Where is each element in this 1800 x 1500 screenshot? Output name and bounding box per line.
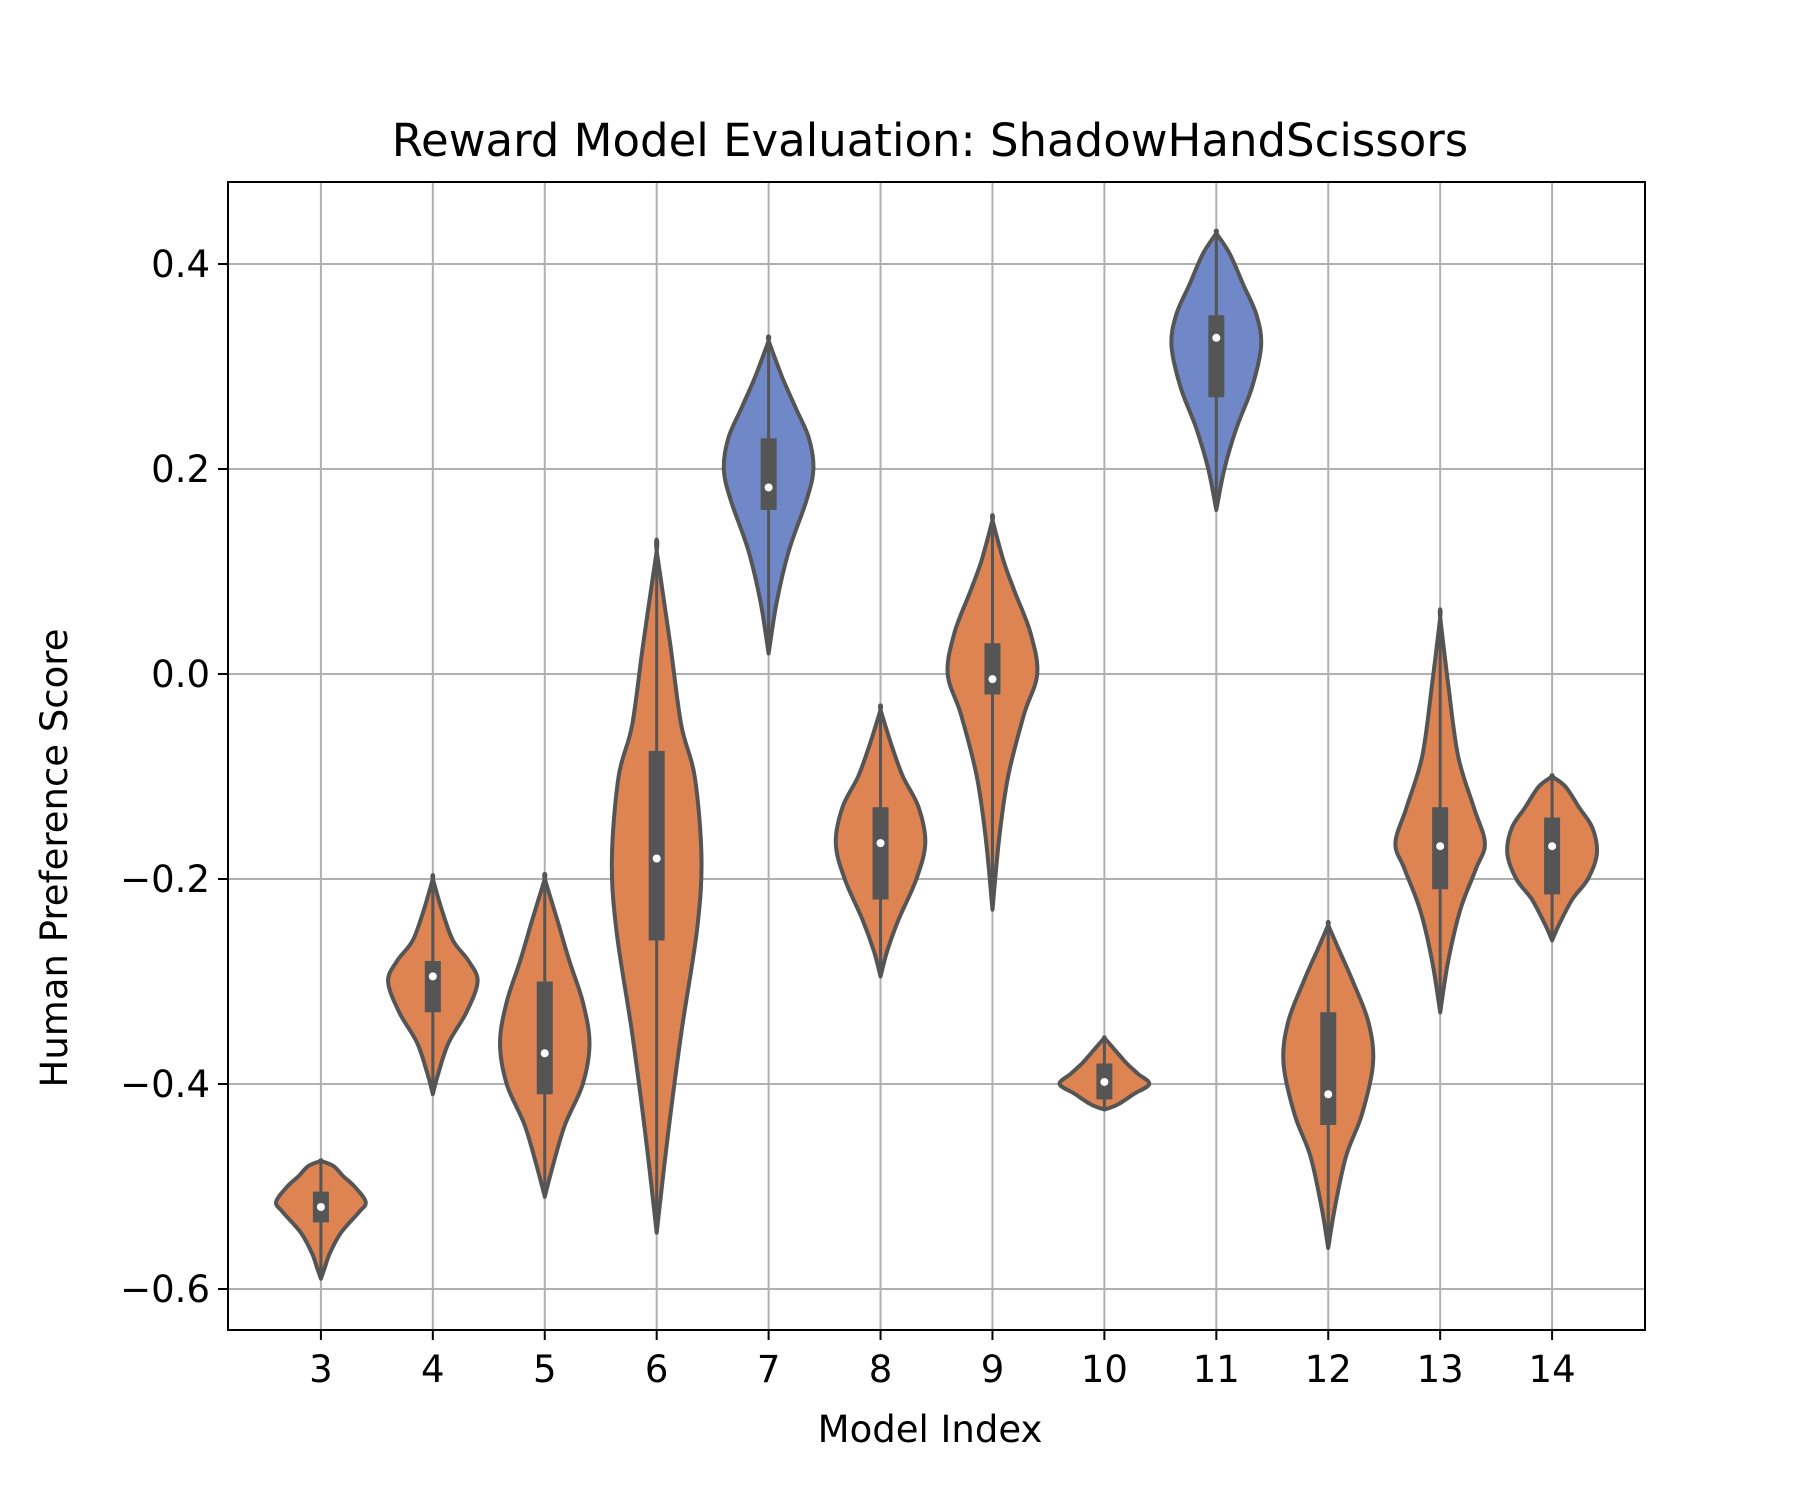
violin-median-7 — [764, 483, 773, 492]
violin-iqr-6 — [648, 750, 665, 941]
violin-7 — [721, 334, 816, 656]
violin-iqr-12 — [1320, 1012, 1337, 1125]
violin-iqr-5 — [536, 981, 553, 1095]
violin-median-5 — [540, 1049, 549, 1058]
x-tick-label: 9 — [981, 1348, 1005, 1391]
plot-frame — [227, 181, 1646, 1331]
x-tick-label: 12 — [1305, 1348, 1352, 1391]
y-tick-label: 0.0 — [151, 653, 210, 696]
violin-iqr-8 — [872, 807, 889, 900]
y-axis-title: Human Preference Score — [33, 629, 76, 1088]
violin-iqr-4 — [424, 961, 441, 1013]
violin-10 — [1057, 1035, 1152, 1112]
violin-6 — [609, 537, 704, 1235]
violin-iqr-14 — [1544, 817, 1561, 895]
x-tick-label: 14 — [1529, 1348, 1576, 1391]
violin-3 — [274, 1158, 368, 1281]
chart-title: Reward Model Evaluation: ShadowHandSciss… — [392, 114, 1468, 167]
x-axis-title: Model Index — [818, 1408, 1043, 1451]
x-tick-label: 3 — [309, 1348, 333, 1391]
violin-11 — [1169, 228, 1264, 512]
axis-ticks: −0.6 −0.4 −0.2 0.0 0.2 0.4 3 4 5 6 7 8 9 10 11 12 13 14 — [120, 243, 1576, 1391]
x-tick-label: 4 — [421, 1348, 445, 1391]
violin-median-3 — [316, 1203, 325, 1211]
y-tick-label: 0.2 — [151, 448, 210, 491]
violin-iqr-11 — [1208, 315, 1225, 398]
violin-9 — [945, 513, 1040, 912]
violin-5 — [498, 871, 592, 1199]
x-tick-label: 11 — [1193, 1348, 1240, 1391]
violin-median-12 — [1324, 1090, 1333, 1099]
x-tick-label: 10 — [1081, 1348, 1128, 1391]
violin-median-9 — [988, 675, 997, 684]
violin-median-4 — [428, 972, 437, 981]
x-tick-label: 13 — [1417, 1348, 1464, 1391]
y-tick-label: −0.6 — [120, 1268, 210, 1311]
violin-8 — [833, 703, 928, 979]
violin-14 — [1505, 773, 1600, 943]
violin-4 — [386, 873, 480, 1097]
violin-iqr-9 — [984, 643, 1001, 695]
violin-median-13 — [1436, 842, 1445, 851]
x-tick-label: 6 — [645, 1348, 669, 1391]
y-tick-label: 0.4 — [151, 243, 210, 286]
x-tick-label: 7 — [757, 1348, 781, 1391]
violin-median-8 — [876, 839, 885, 848]
violin-median-6 — [652, 854, 661, 863]
violin-iqr-7 — [760, 438, 777, 510]
x-tick-label: 8 — [869, 1348, 893, 1391]
violin-series — [274, 228, 1600, 1281]
violin-12 — [1281, 919, 1376, 1250]
x-tick-label: 5 — [533, 1348, 557, 1391]
violin-median-11 — [1212, 333, 1221, 342]
violin-13 — [1393, 607, 1487, 1015]
violin-median-10 — [1100, 1077, 1109, 1086]
y-tick-label: −0.4 — [120, 1063, 210, 1106]
y-tick-label: −0.2 — [120, 858, 210, 901]
violin-median-14 — [1548, 842, 1557, 851]
